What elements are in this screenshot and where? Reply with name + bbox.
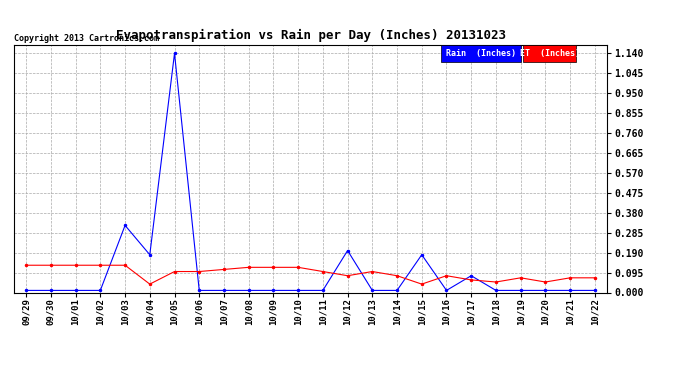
FancyBboxPatch shape <box>523 45 576 62</box>
FancyBboxPatch shape <box>441 45 521 62</box>
Text: Copyright 2013 Cartronics.com: Copyright 2013 Cartronics.com <box>14 33 159 42</box>
Text: Rain  (Inches): Rain (Inches) <box>446 49 516 58</box>
Title: Evapotranspiration vs Rain per Day (Inches) 20131023: Evapotranspiration vs Rain per Day (Inch… <box>115 29 506 42</box>
Text: ET  (Inches): ET (Inches) <box>520 49 580 58</box>
